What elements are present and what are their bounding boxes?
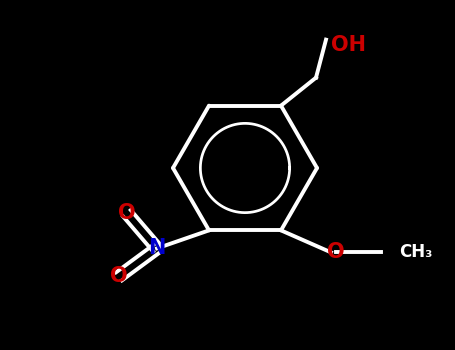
Text: O: O <box>327 242 345 262</box>
Text: OH: OH <box>331 35 366 55</box>
Text: O: O <box>118 203 136 223</box>
Text: N: N <box>148 238 166 258</box>
Text: O: O <box>110 266 128 286</box>
Text: CH₃: CH₃ <box>399 243 432 261</box>
